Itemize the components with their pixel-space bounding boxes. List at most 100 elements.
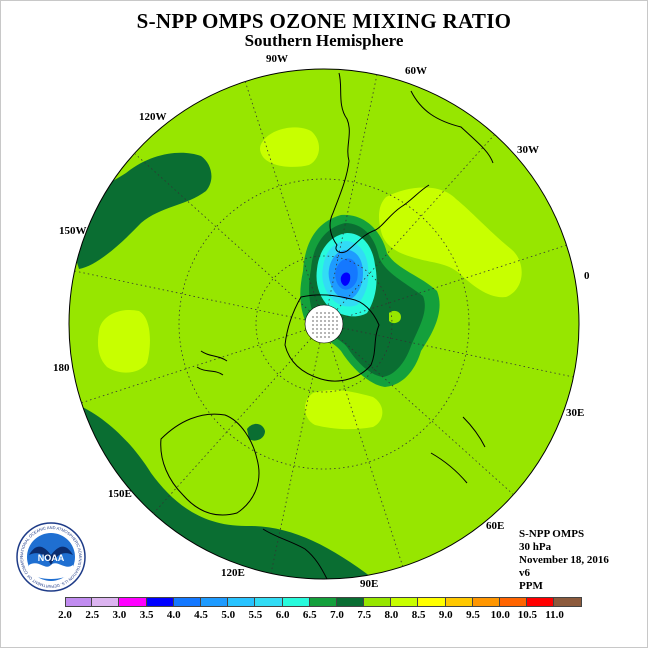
polar-cap-dot: [328, 336, 330, 338]
colorbar-swatch: [554, 597, 582, 607]
polar-cap-dot: [316, 324, 318, 326]
polar-cap-dot: [328, 332, 330, 334]
colorbar-swatch: [119, 597, 147, 607]
colorbar-swatch: [146, 597, 174, 607]
polar-cap-dot: [328, 312, 330, 314]
colorbar-swatch: [336, 597, 365, 607]
colorbar-swatch: [309, 597, 337, 607]
polar-cap-dot: [320, 328, 322, 330]
polar-cap-dot: [324, 320, 326, 322]
polar-cap-dot: [324, 312, 326, 314]
logo-wave-icon: [29, 563, 73, 579]
colorbar-tick-label: 5.0: [221, 609, 236, 621]
polar-cap-dots: [312, 312, 338, 338]
polar-cap-dot: [320, 324, 322, 326]
polar-cap-dot: [336, 316, 338, 318]
polar-cap-dot: [316, 312, 318, 314]
colorbar-tick-label: 10.0: [490, 609, 510, 621]
colorbar-swatch: [500, 597, 528, 607]
polar-cap-dot: [316, 328, 318, 330]
polar-cap-dot: [328, 328, 330, 330]
polar-cap-dot: [312, 332, 314, 334]
colorbar-tick-label: 6.5: [302, 609, 317, 621]
colorbar-swatch: [228, 597, 256, 607]
map-boundary: [68, 68, 580, 580]
latitude-circle-inner: [255, 255, 393, 393]
lon-label-0: 0: [584, 270, 590, 282]
info-date: November 18, 2016: [519, 554, 609, 566]
polar-cap-dot: [316, 316, 318, 318]
logo-seagull-icon: [29, 546, 73, 565]
polar-cap-dot: [312, 320, 314, 322]
lon-label-90e: 90E: [360, 578, 378, 590]
polar-cap-dot: [332, 320, 334, 322]
colorbar-tick-label: 11.0: [545, 609, 564, 621]
colorbar-swatch: [173, 597, 201, 607]
coastline-africa: [430, 416, 486, 484]
polar-cap-dot: [312, 328, 314, 330]
colorbar-swatch: [418, 597, 446, 607]
info-pressure-level: 30 hPa: [519, 541, 552, 553]
colorbar-tick-label: 2.5: [85, 609, 100, 621]
coastline-antarctica: [284, 294, 380, 382]
colorbar-swatch: [255, 597, 283, 607]
colorbar-tick-label: 7.5: [357, 609, 372, 621]
polar-cap-dot: [320, 332, 322, 334]
colorbar-tick-label: 10.5: [517, 609, 538, 621]
polar-cap-dot: [328, 316, 330, 318]
coastline-south-america-east: [410, 90, 494, 164]
colorbar-tick-label: 8.5: [411, 609, 426, 621]
polar-cap-dot: [332, 328, 334, 330]
colorbar-tick-label: 9.5: [466, 609, 480, 621]
polar-cap-dot: [328, 324, 330, 326]
polar-cap-dot: [312, 316, 314, 318]
contour-region-dark-green-nw: [69, 152, 212, 269]
colorbar-tick-label: 4.5: [194, 609, 208, 621]
lon-label-150w: 150W: [59, 225, 87, 237]
polar-cap-dot: [332, 312, 334, 314]
colorbar-swatch: [391, 597, 419, 607]
colorbar-tick-label: 3.5: [139, 609, 154, 621]
colorbar-ticks: 2.0 2.5 3.0 3.5 4.0 4.5 5.0 5.5 6.0 6.5 7.0 7.5 8.0 8…: [58, 607, 585, 621]
polar-cap-dot: [324, 336, 326, 338]
colorbar: [65, 597, 582, 607]
contour-region-darkest-blue: [340, 272, 351, 286]
polar-cap-dot: [320, 320, 322, 322]
polar-cap-dot: [328, 320, 330, 322]
polar-cap-dot: [336, 320, 338, 322]
polar-cap-dot: [324, 328, 326, 330]
polar-cap-dot: [320, 316, 322, 318]
logo-wordmark: NOAA: [38, 553, 65, 563]
colorbar-swatch: [527, 597, 555, 607]
polar-cap-dot: [336, 324, 338, 326]
polar-cap-dot: [316, 336, 318, 338]
colorbar-swatch: [200, 597, 229, 607]
polar-cap-dot: [332, 332, 334, 334]
polar-cap-dot: [320, 312, 322, 314]
lon-label-120e: 120E: [221, 567, 245, 579]
polar-cap-dot: [316, 320, 318, 322]
map-title: S-NPP OMPS OZONE MIXING RATIO: [136, 9, 512, 33]
lon-label-90w: 90W: [266, 53, 288, 65]
coastlines: [160, 72, 494, 580]
polar-cap-dot: [312, 324, 314, 326]
polar-cap-dot: [332, 324, 334, 326]
lon-label-150e: 150E: [108, 488, 132, 500]
polar-cap-dot: [324, 332, 326, 334]
colorbar-tick-label: 8.0: [384, 609, 399, 621]
latitude-grid: [178, 178, 470, 470]
lon-label-120w: 120W: [139, 111, 167, 123]
colorbar-swatch: [282, 597, 310, 607]
colorbar-swatch: [364, 597, 392, 607]
polar-cap-dot: [336, 328, 338, 330]
coastline-south-america: [329, 72, 350, 254]
coastline-antarctic-peninsula: [346, 184, 430, 252]
colorbar-tick-label: 4.0: [166, 609, 181, 621]
coastline-indian-ocean-islands: [262, 528, 328, 580]
colorbar-tick-label: 7.0: [330, 609, 344, 621]
coastline-new-zealand: [196, 350, 228, 376]
contour-region-yellow-green-west: [97, 309, 150, 373]
contour-region-yellow-green-south: [304, 390, 383, 430]
contour-region-yellow-green-east: [378, 187, 522, 298]
polar-cap-dot: [324, 324, 326, 326]
